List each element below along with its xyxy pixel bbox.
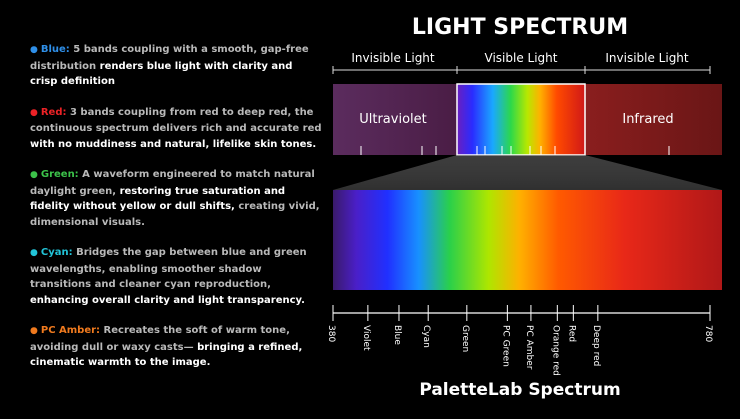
visible-band	[457, 84, 585, 155]
feature-text: A waveform engineered to match natural d…	[30, 169, 315, 197]
bullet-dot: ●	[30, 170, 38, 180]
axis-tick-label: PC Green	[500, 325, 510, 367]
feature-highlight: restoring true saturation and fidelity w…	[30, 185, 286, 213]
axis-tick-label: Violet	[361, 325, 371, 351]
feature-highlight: bringing a refined, cinematic warmth to …	[30, 341, 303, 369]
bullet-dot: ●	[30, 45, 38, 55]
axis-tick-label: Blue	[392, 325, 402, 345]
feature-label: Cyan:	[40, 247, 73, 258]
bullet-dot: ●	[30, 248, 38, 258]
feature-item: ● PC Amber: Recreates the soft of warm to…	[30, 323, 322, 371]
band-ticks	[360, 146, 670, 155]
region-label: Invisible Light	[351, 51, 435, 65]
axis-tick-label: 780	[703, 325, 713, 342]
band-label: Infrared	[622, 112, 673, 127]
title: LIGHT SPECTRUM	[412, 15, 628, 40]
bullet-dot: ●	[30, 107, 38, 118]
axis: 380 Violet Blue Cyan Green PC Green PC Amber Or…	[326, 305, 713, 376]
footer: PaletteLab Spectrum	[419, 380, 620, 400]
projection	[333, 155, 722, 190]
feature-item: ● Green: A waveform engineered to match n…	[30, 167, 322, 230]
feature-text: creating vivid, dimensional visuals.	[30, 201, 320, 228]
axis-tick-label: PC Amber	[524, 325, 534, 370]
region-bracket	[332, 66, 711, 74]
region-label: Invisible Light	[605, 51, 689, 65]
axis-tick-label: Green	[460, 325, 470, 352]
axis-tick-label: 380	[326, 325, 336, 342]
feature-label: Red:	[40, 106, 67, 118]
feature-label: Green:	[40, 169, 79, 180]
ultraviolet-band	[333, 84, 457, 155]
feature-item: ● Cyan: Bridges the gap between blue and …	[30, 245, 322, 308]
axis-tick-label: Deep red	[591, 325, 601, 366]
feature-highlight: renders blue light with clarity and cris…	[30, 60, 293, 88]
axis-tick-label: Orange red	[550, 325, 560, 376]
spectrum	[333, 190, 722, 290]
feature-text: 5 bands coupling with a smooth, gap-free…	[30, 44, 309, 72]
feature-label: Blue:	[40, 44, 70, 55]
feature-item: ● Blue: 5 bands coupling with a smooth, g…	[30, 42, 322, 90]
feature-text: Bridges the gap between blue and green w…	[30, 247, 307, 290]
bullet-dot: ●	[30, 326, 38, 336]
region-label: Visible Light	[485, 51, 558, 65]
feature-highlight: with no muddiness and natural, lifelike …	[30, 138, 317, 150]
feature-label: PC Amber:	[40, 325, 101, 336]
feature-text: 3 bands coupling from red to deep red, t…	[30, 106, 322, 135]
feature-text: Recreates the soft of warm tone, avoidin…	[30, 325, 290, 353]
feature-item: ● Red: 3 bands coupling from red to deep …	[30, 105, 322, 153]
feature-list: ● Blue: 5 bands coupling with a smooth, g…	[30, 42, 322, 386]
axis-tick-label: Red	[566, 325, 576, 342]
feature-highlight: enhancing overall clarity and light tran…	[30, 294, 305, 306]
band-label: Ultraviolet	[359, 112, 427, 127]
axis-tick-label: Cyan	[421, 325, 431, 348]
infrared-band	[585, 84, 722, 155]
